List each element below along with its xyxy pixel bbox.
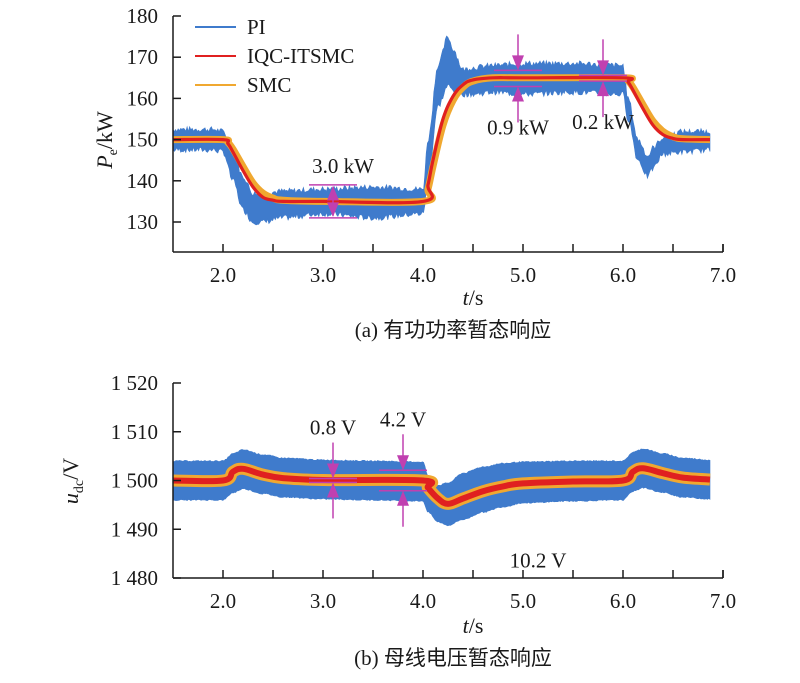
annotation-arrow-down-icon	[597, 60, 609, 76]
y-axis-unit: /kW	[92, 111, 117, 149]
y-tick-label: 1 480	[111, 566, 158, 590]
annotation-label: 0.2 kW	[572, 110, 634, 134]
x-tick-label: 3.0	[310, 263, 336, 287]
annotation-label: 10.2 V	[510, 548, 567, 572]
y-axis-subscript: dc	[72, 480, 87, 493]
y-tick-label: 130	[127, 210, 159, 234]
annotation-label: 0.9 kW	[487, 115, 549, 139]
y-axis-subscript: e	[106, 149, 121, 155]
series-pi-band	[172, 35, 711, 226]
legend-label-smc: SMC	[247, 73, 291, 97]
x-tick-label: 6.0	[610, 589, 636, 613]
x-axis-title: t/s	[463, 285, 484, 310]
y-axis-symbol: P	[92, 155, 117, 169]
annotation-arrow-down-icon	[512, 55, 524, 71]
annotation-label: 3.0 kW	[312, 154, 374, 178]
series-iqc-itsmc-line	[172, 465, 711, 507]
x-tick-label: 2.0	[210, 263, 236, 287]
panel-caption: (a) 有功功率暂态响应	[355, 318, 552, 342]
y-tick-label: 160	[127, 86, 159, 110]
y-tick-label: 1 520	[111, 371, 158, 395]
legend-label-iqc-itsmc: IQC-ITSMC	[247, 44, 354, 68]
annotation-arrow-up-icon	[597, 81, 609, 97]
x-axis-symbol: t	[463, 285, 470, 310]
x-tick-label: 6.0	[610, 263, 636, 287]
x-tick-label: 5.0	[510, 263, 536, 287]
y-tick-label: 170	[127, 45, 159, 69]
y-tick-label: 1 510	[111, 420, 158, 444]
y-tick-label: 140	[127, 169, 159, 193]
x-axis-title: t/s	[463, 613, 484, 638]
y-axis-symbol: u	[58, 493, 83, 504]
y-axis-unit: /V	[58, 458, 83, 480]
series-iqc-itsmc-line	[172, 75, 711, 205]
x-axis-symbol: t	[463, 613, 470, 638]
legend-label-pi: PI	[247, 15, 266, 39]
panel-b-voltage: 1 480 1 490 1 500 1 510 1 520 2.0 3.0 4.0 5.0 6.0…	[58, 371, 736, 670]
annotation-arrow-down-icon	[327, 463, 339, 479]
x-tick-label: 5.0	[510, 589, 536, 613]
annotation-label: 0.8 V	[310, 416, 356, 440]
y-axis-title: udc/V	[58, 458, 87, 504]
annotation-arrow-up-icon	[397, 490, 409, 506]
annotation-arrow-up-icon	[327, 482, 339, 498]
x-tick-label: 4.0	[410, 589, 436, 613]
x-tick-label: 7.0	[710, 589, 736, 613]
panel-caption: (b) 母线电压暂态响应	[354, 646, 552, 670]
y-tick-label: 1 500	[111, 469, 158, 493]
x-tick-label: 4.0	[410, 263, 436, 287]
y-tick-label: 150	[127, 128, 159, 152]
x-axis-unit: /s	[469, 613, 484, 638]
x-tick-label: 2.0	[210, 589, 236, 613]
y-axis-title: Pe/kW	[92, 111, 121, 170]
annotation-arrow-down-icon	[397, 455, 409, 471]
series-smc-line	[172, 74, 711, 206]
x-tick-label: 7.0	[710, 263, 736, 287]
panel-a-power: 130 140 150 160 170 180 2.0 3.0 4.0 5.0 6.0 7.0 t/s P…	[92, 4, 736, 342]
series-pi-band	[172, 448, 711, 527]
x-tick-label: 3.0	[310, 589, 336, 613]
annotation-arrow-up-icon	[327, 185, 339, 201]
annotation-label: 4.2 V	[380, 407, 426, 431]
x-axis-unit: /s	[469, 285, 484, 310]
y-tick-label: 180	[127, 4, 159, 28]
annotation-arrow-down-icon	[327, 202, 339, 217]
annotation-arrow-up-icon	[512, 86, 524, 102]
y-tick-label: 1 490	[111, 517, 158, 541]
